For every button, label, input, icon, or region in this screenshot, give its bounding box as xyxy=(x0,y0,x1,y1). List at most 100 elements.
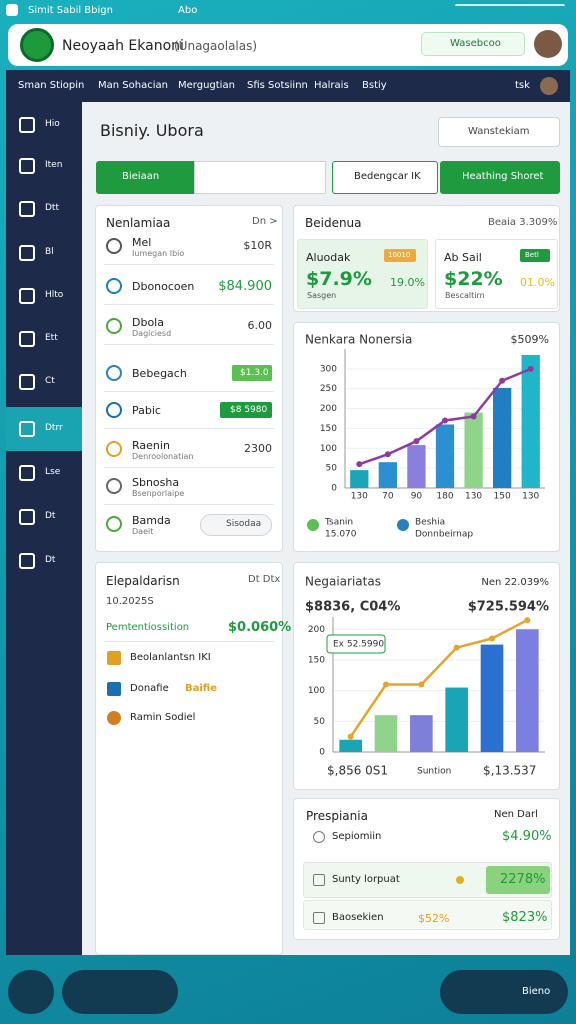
divider xyxy=(104,467,274,468)
stat-change: 19.0% xyxy=(390,276,425,289)
list-item-name[interactable]: Dbonocoen xyxy=(132,280,195,293)
list-item-name[interactable]: Raenin xyxy=(132,439,170,452)
toolbar-input[interactable] xyxy=(194,161,326,194)
point xyxy=(524,617,531,624)
sidebar-label[interactable]: Dt xyxy=(45,555,56,565)
filter-button[interactable] xyxy=(332,161,438,194)
app-logo-small xyxy=(6,4,18,16)
sidebar-label[interactable]: Hio xyxy=(45,119,60,129)
avatar[interactable] xyxy=(534,30,562,58)
sidebar-label[interactable]: Dtrr xyxy=(45,423,63,433)
detail-item-name[interactable]: Beolanlantsn IKI xyxy=(130,652,211,663)
nav-item[interactable]: Man Sohacian xyxy=(98,80,168,91)
chart-footer: $,856 0S1 xyxy=(327,764,388,778)
nav-item[interactable]: Bstiy xyxy=(362,80,387,91)
sidebar-label[interactable]: Hlto xyxy=(45,290,64,300)
header-search-text: Wasebcoo xyxy=(450,38,501,49)
nav-item[interactable]: Halrais xyxy=(314,80,349,91)
nav-avatar[interactable] xyxy=(540,77,558,95)
dock-menu[interactable] xyxy=(8,970,54,1014)
list-item-name[interactable]: Dbola xyxy=(132,316,164,329)
list-item-name[interactable]: Bebegach xyxy=(132,367,187,380)
sidebar-label[interactable]: Bl xyxy=(45,247,54,257)
bar xyxy=(445,687,468,752)
sidebar-label[interactable]: Ett xyxy=(45,333,58,343)
summary-icon xyxy=(313,912,325,924)
dock-right[interactable] xyxy=(440,970,568,1014)
list-item-sub: Daeit xyxy=(132,527,154,536)
stats-link[interactable]: Beaia 3.309% xyxy=(488,217,558,228)
list-item-sub: Iumegan Ibio xyxy=(132,249,185,258)
detail-item-name[interactable]: Ramin Sodiel xyxy=(130,712,196,723)
primary-button[interactable] xyxy=(96,161,194,194)
stat-sub: Sasgen xyxy=(307,291,337,300)
point xyxy=(347,733,354,740)
page-search-text: Wanstekiam xyxy=(468,126,530,137)
list-item-name[interactable]: Mel xyxy=(132,236,152,249)
stat-label: Aluodak xyxy=(306,251,351,264)
dock-group[interactable] xyxy=(62,970,178,1014)
point xyxy=(384,451,391,458)
summary-link[interactable]: Nen Darl xyxy=(494,809,538,820)
action-button[interactable] xyxy=(440,161,560,194)
list-item-value: $84.900 xyxy=(218,279,272,294)
divider xyxy=(104,304,274,305)
stat-change: 01.0% xyxy=(520,276,555,289)
y-tick-label: 250 xyxy=(320,384,337,394)
x-tick-label: 130 xyxy=(465,492,482,502)
list-item-name[interactable]: Bamda xyxy=(132,514,171,527)
detail-link[interactable]: Dt Dtx xyxy=(248,574,281,585)
sidebar-label[interactable]: Dtt xyxy=(45,203,59,213)
list-item-name[interactable]: Sbnosha xyxy=(132,476,180,489)
list-icon xyxy=(106,278,122,294)
detail-icon xyxy=(107,651,121,665)
action-button-text: Heathing Shoret xyxy=(462,171,544,182)
list-card-title: Nenlamiaa xyxy=(106,216,171,230)
list-card-link[interactable]: Dn > xyxy=(252,216,278,227)
stat-sub: Bescaltirn xyxy=(445,291,485,300)
chart: 0 50 100 150 200 Negaiariatas Nen 22.039% $8836… xyxy=(305,575,549,778)
header-search[interactable] xyxy=(421,32,525,56)
point xyxy=(470,413,477,420)
window-controls[interactable] xyxy=(455,4,565,16)
sidebar-label[interactable]: Ct xyxy=(45,376,55,386)
summary-label: Sepiomiin xyxy=(332,831,382,842)
page-search[interactable] xyxy=(438,117,560,147)
sidebar-icon xyxy=(19,421,35,437)
legend-name: Beshia xyxy=(415,518,445,528)
filter-button-text: Bedengcar IK xyxy=(354,171,421,182)
summary-label: Baosekien xyxy=(332,912,384,923)
bar xyxy=(480,644,504,752)
list-button-text: Sisodaa xyxy=(226,519,262,529)
nav-item[interactable]: Sfis Sotsiinn xyxy=(247,80,308,91)
y-tick-label: 150 xyxy=(320,424,337,434)
nav-item[interactable]: Mergugtian xyxy=(178,80,235,91)
y-tick-label: 50 xyxy=(326,464,338,474)
detail-highlight-value: $0.060% xyxy=(228,620,292,635)
sidebar-label[interactable]: Dt xyxy=(45,511,56,521)
list-icon xyxy=(106,365,122,381)
list-button[interactable] xyxy=(200,514,272,536)
list-item-name[interactable]: Pabic xyxy=(132,404,161,417)
y-tick-label: 200 xyxy=(320,404,337,414)
bar xyxy=(521,354,540,488)
list-badge xyxy=(232,365,272,381)
nav-user[interactable]: tsk xyxy=(515,80,530,91)
point xyxy=(453,644,460,651)
divider xyxy=(104,344,274,345)
sidebar-label[interactable]: Lse xyxy=(45,467,61,477)
sidebar-icon xyxy=(19,201,35,217)
summary-value: 2278% xyxy=(500,872,546,887)
nav-item[interactable]: Sman Stiopin xyxy=(18,80,85,91)
legend-swatch xyxy=(307,519,319,531)
sidebar-icon xyxy=(19,553,35,569)
divider xyxy=(104,641,274,642)
detail-item-name[interactable]: Donafie xyxy=(130,683,169,694)
list-item-sub: Bsenporlaipe xyxy=(132,489,185,498)
sidebar-label[interactable]: Iten xyxy=(45,160,63,170)
stat-card xyxy=(435,239,558,309)
detail-card xyxy=(95,562,283,955)
detail-date: 10.2025S xyxy=(106,596,154,607)
y-tick-label: 0 xyxy=(331,484,337,494)
